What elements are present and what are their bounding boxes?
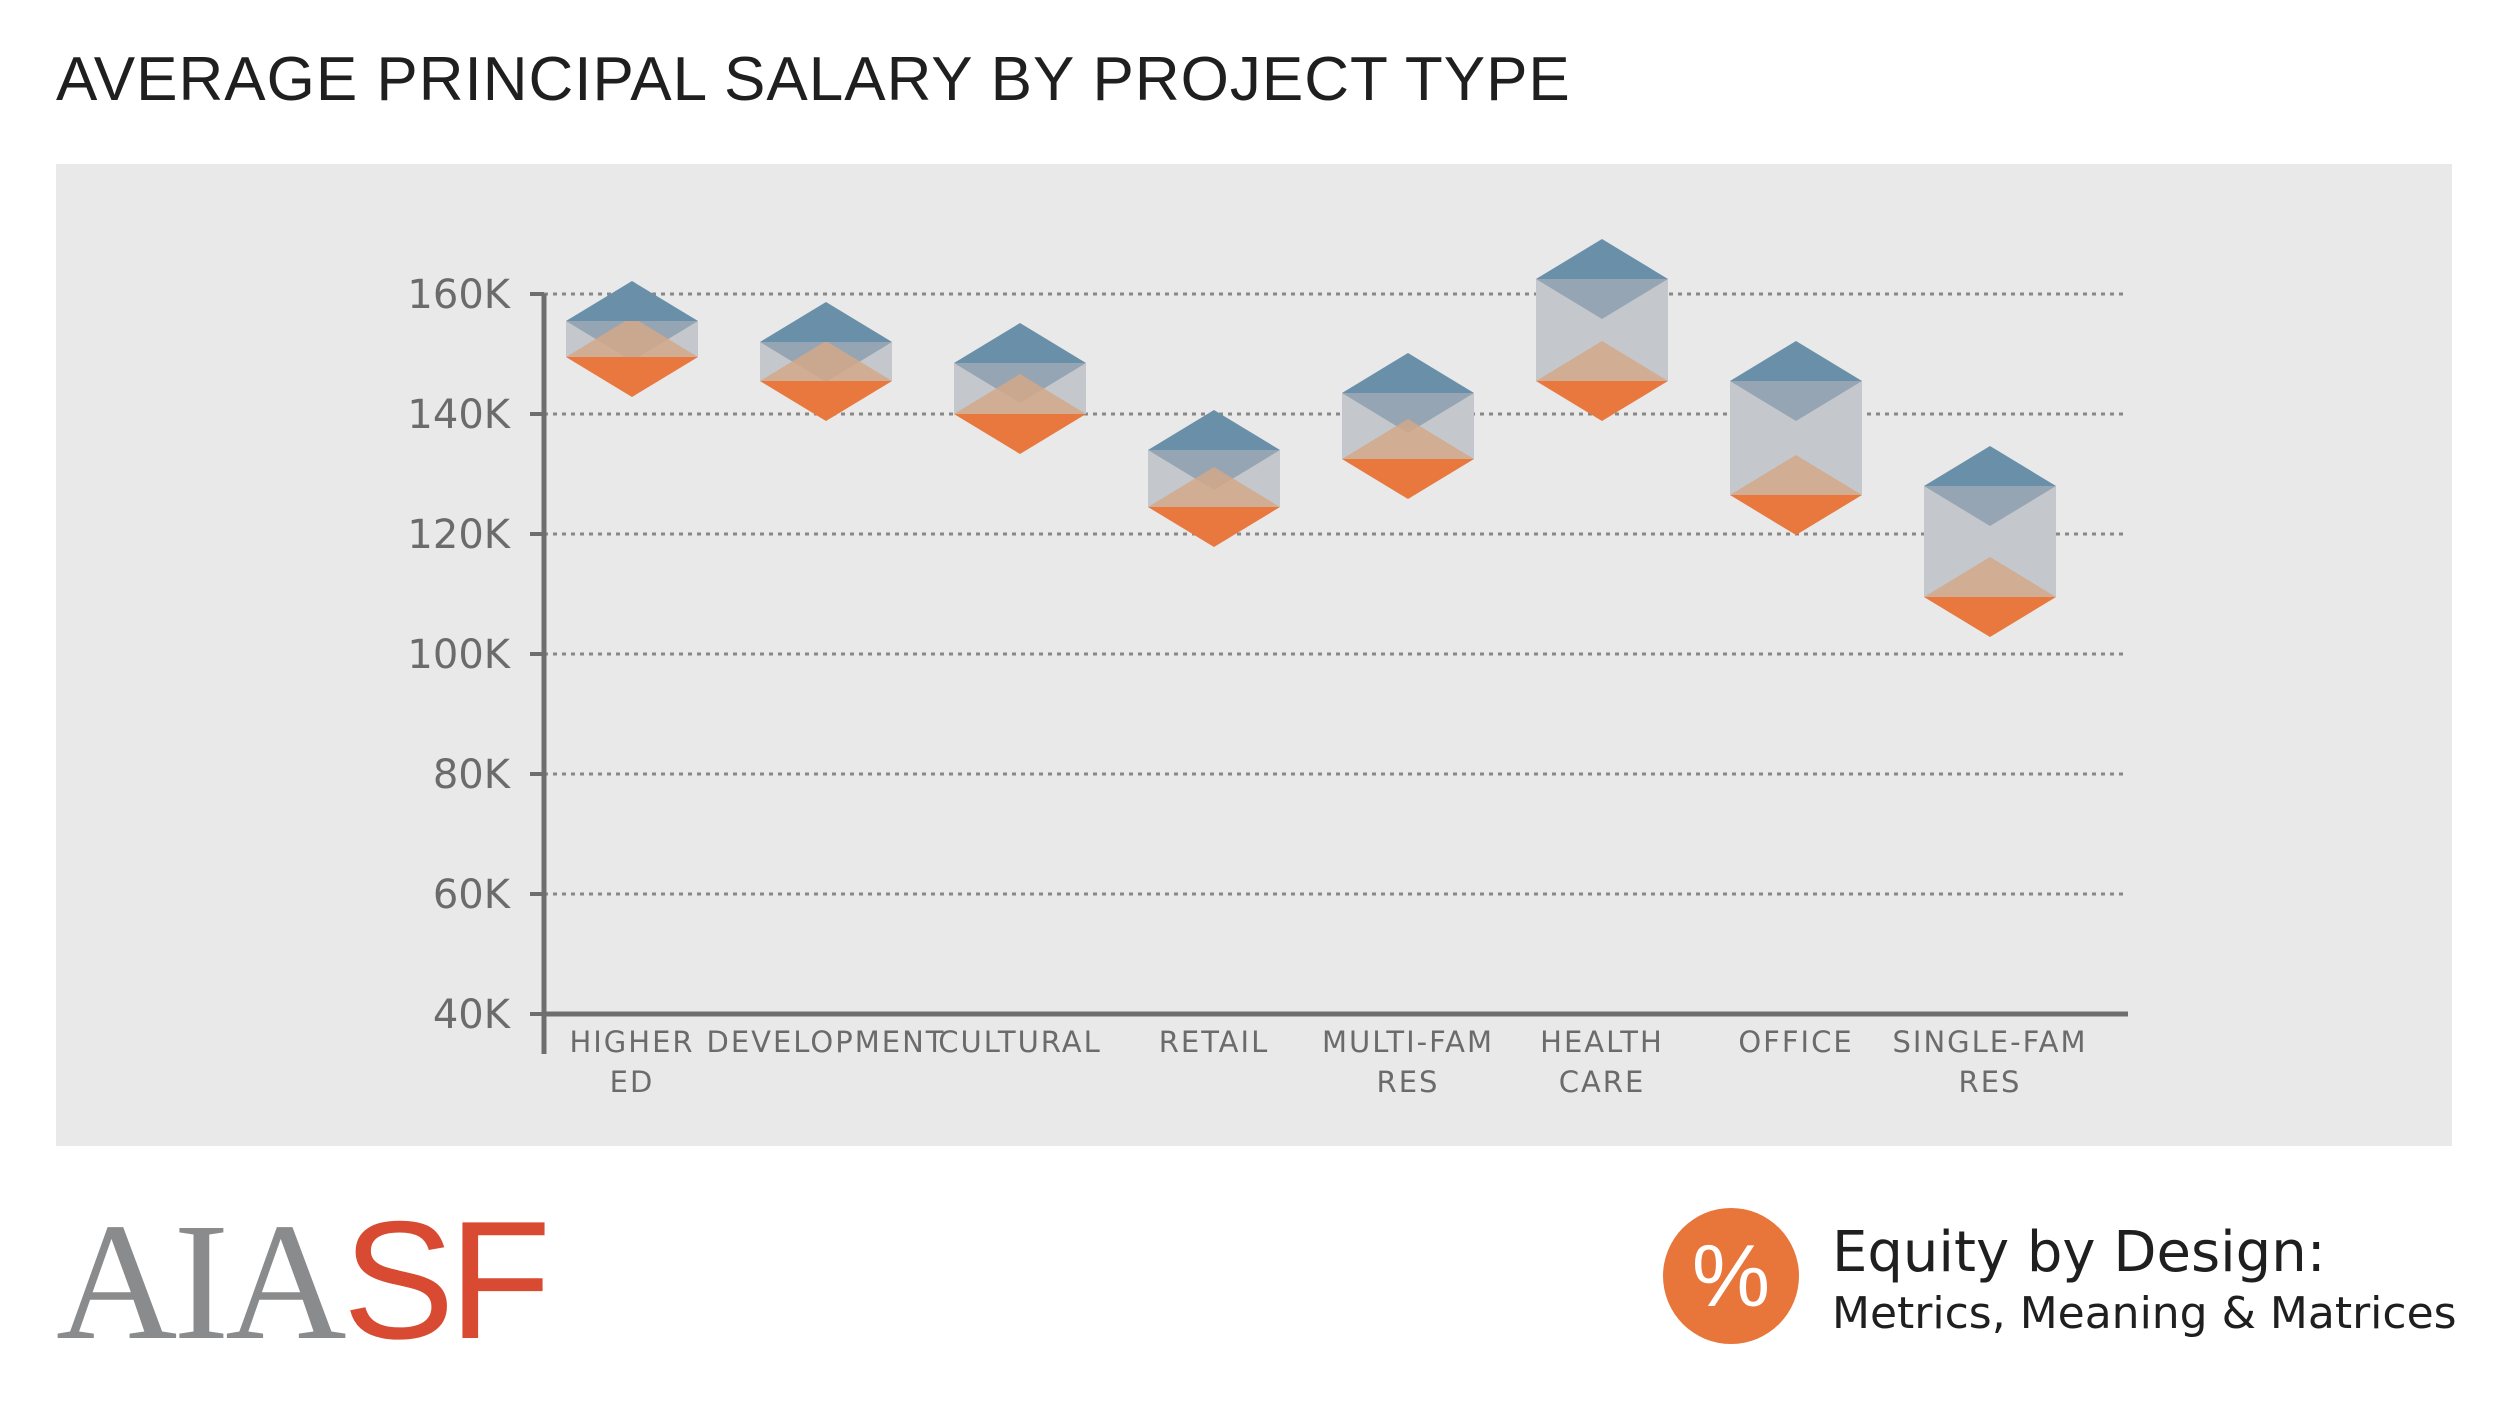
y-tick-label: 100K: [407, 632, 511, 678]
range-glyph: [954, 323, 1086, 454]
x-category-label: CULTURAL: [938, 1025, 1102, 1059]
aiasf-logo: AIASF: [56, 1196, 551, 1366]
label-layer: 40K 60K 80K 100K 120K 140K 160K HIGHER ED DEVELOP…: [407, 272, 2088, 1099]
chart-title: AVERAGE PRINCIPAL SALARY BY PROJECT TYPE: [56, 45, 1571, 114]
percent-badge-icon: %: [1663, 1208, 1799, 1344]
x-category-label: DEVELOPMENT: [706, 1025, 945, 1059]
lower-inner-triangle: [1730, 455, 1862, 495]
y-tick-label: 140K: [407, 392, 511, 438]
range-glyph: [1536, 239, 1668, 421]
y-tick-label: 40K: [433, 992, 512, 1038]
grid-layer: [544, 292, 2128, 896]
y-tick-label: 60K: [433, 872, 512, 918]
x-category-label: HEALTH: [1540, 1025, 1664, 1059]
lower-value-marker: [1730, 495, 1862, 535]
logo-sf-text: SF: [342, 1186, 552, 1374]
upper-value-marker: [1924, 446, 2056, 486]
x-category-label: RES: [1959, 1065, 2022, 1099]
upper-value-marker: [1730, 341, 1862, 381]
equity-title: Equity by Design:: [1832, 1220, 2326, 1285]
x-category-label: HIGHER: [569, 1025, 694, 1059]
lower-inner-triangle: [566, 317, 698, 357]
upper-inner-triangle: [1342, 393, 1474, 433]
lower-inner-triangle: [1536, 341, 1668, 381]
upper-value-marker: [1148, 410, 1280, 450]
axis-layer: [530, 292, 2128, 1054]
upper-value-marker: [566, 281, 698, 321]
range-glyph: [1342, 353, 1474, 499]
lower-value-marker: [1148, 507, 1280, 547]
x-category-label: SINGLE-FAM: [1893, 1025, 2088, 1059]
upper-value-marker: [954, 323, 1086, 363]
range-glyph: [566, 281, 698, 397]
lower-inner-triangle: [1342, 419, 1474, 459]
upper-value-marker: [1536, 239, 1668, 279]
lower-inner-triangle: [954, 374, 1086, 414]
lower-value-marker: [1536, 381, 1668, 421]
chart-svg: 40K 60K 80K 100K 120K 140K 160K HIGHER ED DEVELOP…: [407, 239, 2128, 1099]
lower-inner-triangle: [1924, 557, 2056, 597]
x-category-label: RES: [1377, 1065, 1440, 1099]
lower-inner-triangle: [760, 341, 892, 381]
upper-inner-triangle: [1536, 279, 1668, 319]
lower-value-marker: [760, 381, 892, 421]
x-category-label: ED: [610, 1065, 655, 1099]
chart-panel: 40K 60K 80K 100K 120K 140K 160K HIGHER ED DEVELOP…: [56, 164, 2452, 1146]
equity-subtitle: Metrics, Meaning & Matrices: [1832, 1288, 2457, 1339]
x-category-label: OFFICE: [1738, 1025, 1853, 1059]
logo-aia-text: AIA: [56, 1189, 347, 1375]
x-category-label: RETAIL: [1159, 1025, 1269, 1059]
lower-value-marker: [954, 414, 1086, 454]
upper-inner-triangle: [1924, 486, 2056, 526]
upper-inner-triangle: [1730, 381, 1862, 421]
upper-value-marker: [760, 302, 892, 342]
lower-value-marker: [566, 357, 698, 397]
y-tick-label: 160K: [407, 272, 511, 318]
lower-value-marker: [1342, 459, 1474, 499]
x-category-label: MULTI-FAM: [1322, 1025, 1494, 1059]
range-glyph: [1924, 446, 2056, 637]
range-glyph: [1730, 341, 1862, 535]
range-glyph: [1148, 410, 1280, 547]
lower-inner-triangle: [1148, 467, 1280, 507]
shape-layer: [566, 239, 2056, 637]
x-category-label: CARE: [1559, 1065, 1646, 1099]
upper-value-marker: [1342, 353, 1474, 393]
y-tick-label: 80K: [433, 752, 512, 798]
range-glyph: [760, 302, 892, 421]
lower-value-marker: [1924, 597, 2056, 637]
y-tick-label: 120K: [407, 512, 511, 558]
